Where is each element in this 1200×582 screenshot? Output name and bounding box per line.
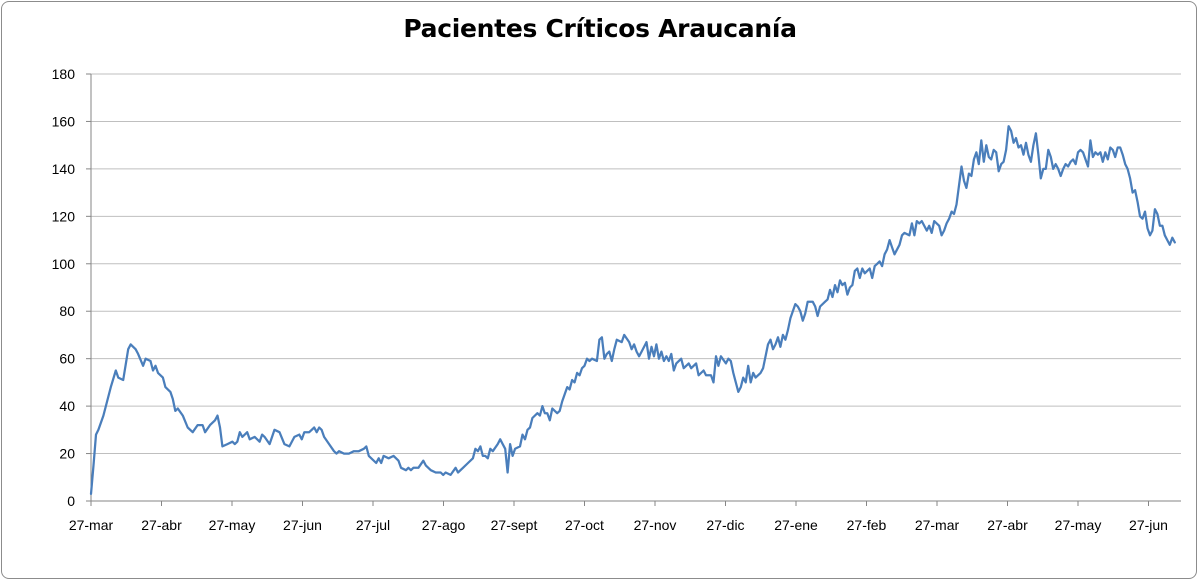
x-tick-label: 27-oct bbox=[565, 517, 604, 533]
x-tick-label: 27-nov bbox=[634, 517, 677, 533]
x-tick-label: 27-jul bbox=[356, 517, 390, 533]
x-tick-label: 27-mar bbox=[915, 517, 960, 533]
y-axis-tick-labels: 0 20 40 60 80 100 120 140 160 180 bbox=[52, 66, 76, 509]
x-tick-label: 27-jun bbox=[1129, 517, 1168, 533]
x-axis-tick-labels: 27-mar 27-abr 27-may 27-jun 27-jul 27-ago 27-s… bbox=[69, 517, 1168, 533]
y-tick-label: 40 bbox=[59, 398, 75, 414]
x-tick-label: 27-ene bbox=[774, 517, 818, 533]
chart-title: Pacientes Críticos Araucanía bbox=[403, 14, 797, 43]
y-tick-label: 60 bbox=[59, 351, 75, 367]
x-tick-label: 27-feb bbox=[847, 517, 887, 533]
y-tick-label: 0 bbox=[67, 493, 75, 509]
y-tick-label: 20 bbox=[59, 446, 75, 462]
y-tick-label: 80 bbox=[59, 303, 75, 319]
y-tick-label: 160 bbox=[52, 113, 76, 129]
axes bbox=[86, 73, 1181, 506]
series-lines bbox=[89, 125, 1176, 496]
x-tick-label: 27-ago bbox=[422, 517, 466, 533]
y-tick-label: 120 bbox=[52, 208, 76, 224]
series-line bbox=[89, 125, 1176, 496]
x-tick-label: 27-mar bbox=[69, 517, 114, 533]
gridlines bbox=[91, 73, 1181, 455]
x-tick-label: 27-abr bbox=[987, 517, 1028, 533]
x-tick-label: 27-sept bbox=[491, 517, 538, 533]
y-tick-label: 180 bbox=[52, 66, 76, 82]
y-tick-label: 100 bbox=[52, 256, 76, 272]
x-tick-label: 27-abr bbox=[141, 517, 182, 533]
y-tick-label: 140 bbox=[52, 161, 76, 177]
x-tick-label: 27-jun bbox=[283, 517, 322, 533]
x-tick-label: 27-dic bbox=[706, 517, 744, 533]
x-tick-label: 27-may bbox=[1055, 517, 1102, 533]
x-tick-label: 27-may bbox=[209, 517, 256, 533]
